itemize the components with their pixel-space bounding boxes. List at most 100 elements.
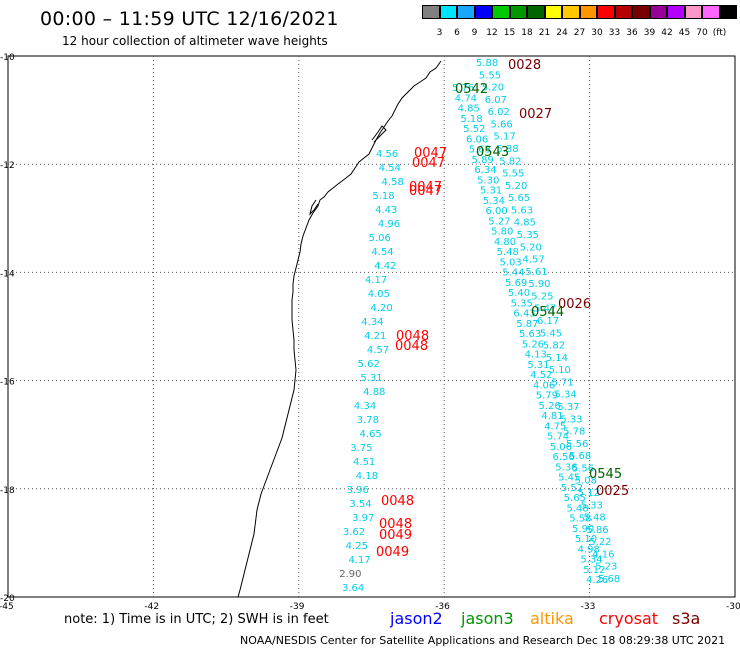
wave-height-label: 4.96: [378, 219, 400, 230]
map-title: 00:00 – 11:59 UTC 12/16/2021: [40, 8, 339, 30]
wave-height-label: 5.33: [581, 500, 603, 511]
wave-height-label: 5.33: [560, 414, 582, 425]
wave-height-label: 5.06: [550, 442, 572, 453]
wave-height-label: 5.17: [493, 132, 515, 143]
wave-height-label: 5.23: [595, 562, 617, 573]
legend-swatch: [632, 5, 650, 19]
wave-height-label: 5.26: [539, 401, 561, 412]
legend-label: 6: [454, 28, 460, 38]
pass-id-label: 0049: [379, 528, 412, 543]
legend-swatch: [649, 5, 667, 19]
legend-label: 9: [471, 28, 478, 38]
legend-label: 27: [573, 28, 586, 38]
wave-height-label: 4.85: [458, 104, 480, 115]
wave-height-label: 5.26: [522, 339, 544, 350]
wave-height-label: 5.31: [360, 373, 382, 384]
wave-height-label: 5.66: [491, 119, 513, 130]
wave-height-label: 5.63: [511, 205, 533, 216]
wave-height-label: 5.34: [483, 196, 505, 207]
wave-height-label: 4.56: [376, 149, 398, 160]
legend-swatch: [614, 5, 632, 19]
pass-id-label: 0026: [558, 297, 591, 312]
wave-height-label: 5.30: [477, 175, 499, 186]
wave-height-label: 5.76: [452, 83, 474, 94]
wave-height-label: 5.48: [497, 247, 519, 258]
legend-label: 12: [486, 28, 498, 38]
wave-height-label: 5.89: [472, 155, 494, 166]
wave-height-label: 5.55: [502, 169, 524, 180]
satellite-label-altika: altika: [530, 609, 574, 628]
wave-height-label: 5.69: [505, 278, 527, 289]
wave-height-label: 4.85: [514, 218, 536, 229]
wave-height-label: 4.58: [382, 177, 404, 188]
wave-height-label: 5.35: [517, 230, 539, 241]
legend-swatch: [597, 5, 615, 19]
wave-height-label: 5.45: [540, 328, 562, 339]
legend-label: 24: [556, 28, 568, 38]
wave-height-label: 5.88: [476, 58, 498, 69]
wave-height-label: 4.51: [353, 457, 375, 468]
legend-swatch: [579, 5, 597, 19]
wave-height-label: 5.12: [583, 565, 605, 576]
coastline: [237, 60, 442, 598]
wave-height-label: 4.20: [371, 303, 393, 314]
lat-tick-label: -12: [0, 161, 15, 171]
wave-height-label: 3.96: [347, 485, 369, 496]
map-frame: [7, 55, 736, 598]
wave-height-label: 3.78: [357, 415, 379, 426]
wave-height-label: 5.68: [598, 574, 620, 585]
legend-swatch: [702, 5, 720, 19]
wave-height-label: 5.20: [505, 181, 527, 192]
pass-id-label: 0543: [476, 145, 509, 160]
legend-label: 33: [608, 28, 621, 38]
wave-height-label: 4.54: [371, 247, 393, 258]
pass-id-label: 0047: [414, 146, 447, 161]
wave-height-label: 5.48: [583, 513, 605, 524]
wave-height-label: 5.20: [482, 83, 504, 94]
wave-height-label: 5.47: [534, 304, 556, 315]
legend-swatch: [492, 5, 510, 19]
legend-swatch: [457, 5, 475, 19]
wave-height-label: 6.56: [553, 452, 575, 463]
wave-height-label: 5.56: [572, 463, 594, 474]
wave-height-label: 6.02: [488, 107, 510, 118]
wave-height-label: 4.13: [525, 350, 547, 361]
satellite-label-cryosat: cryosat: [599, 609, 659, 628]
wave-height-label: 5.62: [358, 359, 380, 370]
wave-height-label: 5.68: [569, 451, 591, 462]
wave-height-label: 4.54: [379, 163, 401, 174]
wave-height-label: 3.62: [343, 527, 365, 538]
pass-id-label: 0048: [396, 329, 429, 344]
legend-label: 15: [503, 28, 516, 38]
wave-height-label: 5.22: [589, 537, 611, 548]
wave-height-label: 4.17: [348, 555, 370, 566]
wave-height-label: 5.82: [499, 156, 521, 167]
wave-height-label: 4.52: [530, 370, 552, 381]
wave-height-label: 5.80: [491, 227, 513, 238]
wave-height-label: 5.10: [549, 365, 571, 376]
wave-height-label: 4.06: [533, 380, 555, 391]
pass-id-label: 0028: [508, 58, 541, 73]
satellite-label-jason3: jason3: [461, 609, 514, 628]
legend-label: 70: [696, 28, 708, 38]
wave-height-label: 5.52: [463, 124, 485, 135]
wave-height-label: 4.17: [365, 275, 387, 286]
footer-credit: NOAA/NESDIS Center for Satellite Applica…: [240, 634, 726, 647]
legend-swatch: [527, 5, 545, 19]
wave-height-label: 5.45: [558, 473, 580, 484]
wave-height-label: 4.98: [578, 544, 600, 555]
lat-tick-label: -14: [0, 269, 15, 279]
wave-height-label: 5.63: [519, 329, 541, 340]
wave-height-label: 4.88: [363, 387, 385, 398]
legend-swatch: [684, 5, 702, 19]
legend-label: 45: [678, 28, 691, 38]
wave-height-label: 6.17: [537, 316, 559, 327]
wave-height-label: 4.74: [455, 93, 477, 104]
wave-height-label: 5.61: [525, 267, 547, 278]
lon-tick-label: -33: [581, 602, 596, 612]
pass-id-label: 0048: [395, 339, 428, 354]
wave-height-label: 4.34: [361, 317, 383, 328]
wave-height-label: 4.42: [374, 261, 396, 272]
satellite-label-jason2: jason2: [390, 609, 443, 628]
wave-height-label: 5.48: [566, 503, 588, 514]
